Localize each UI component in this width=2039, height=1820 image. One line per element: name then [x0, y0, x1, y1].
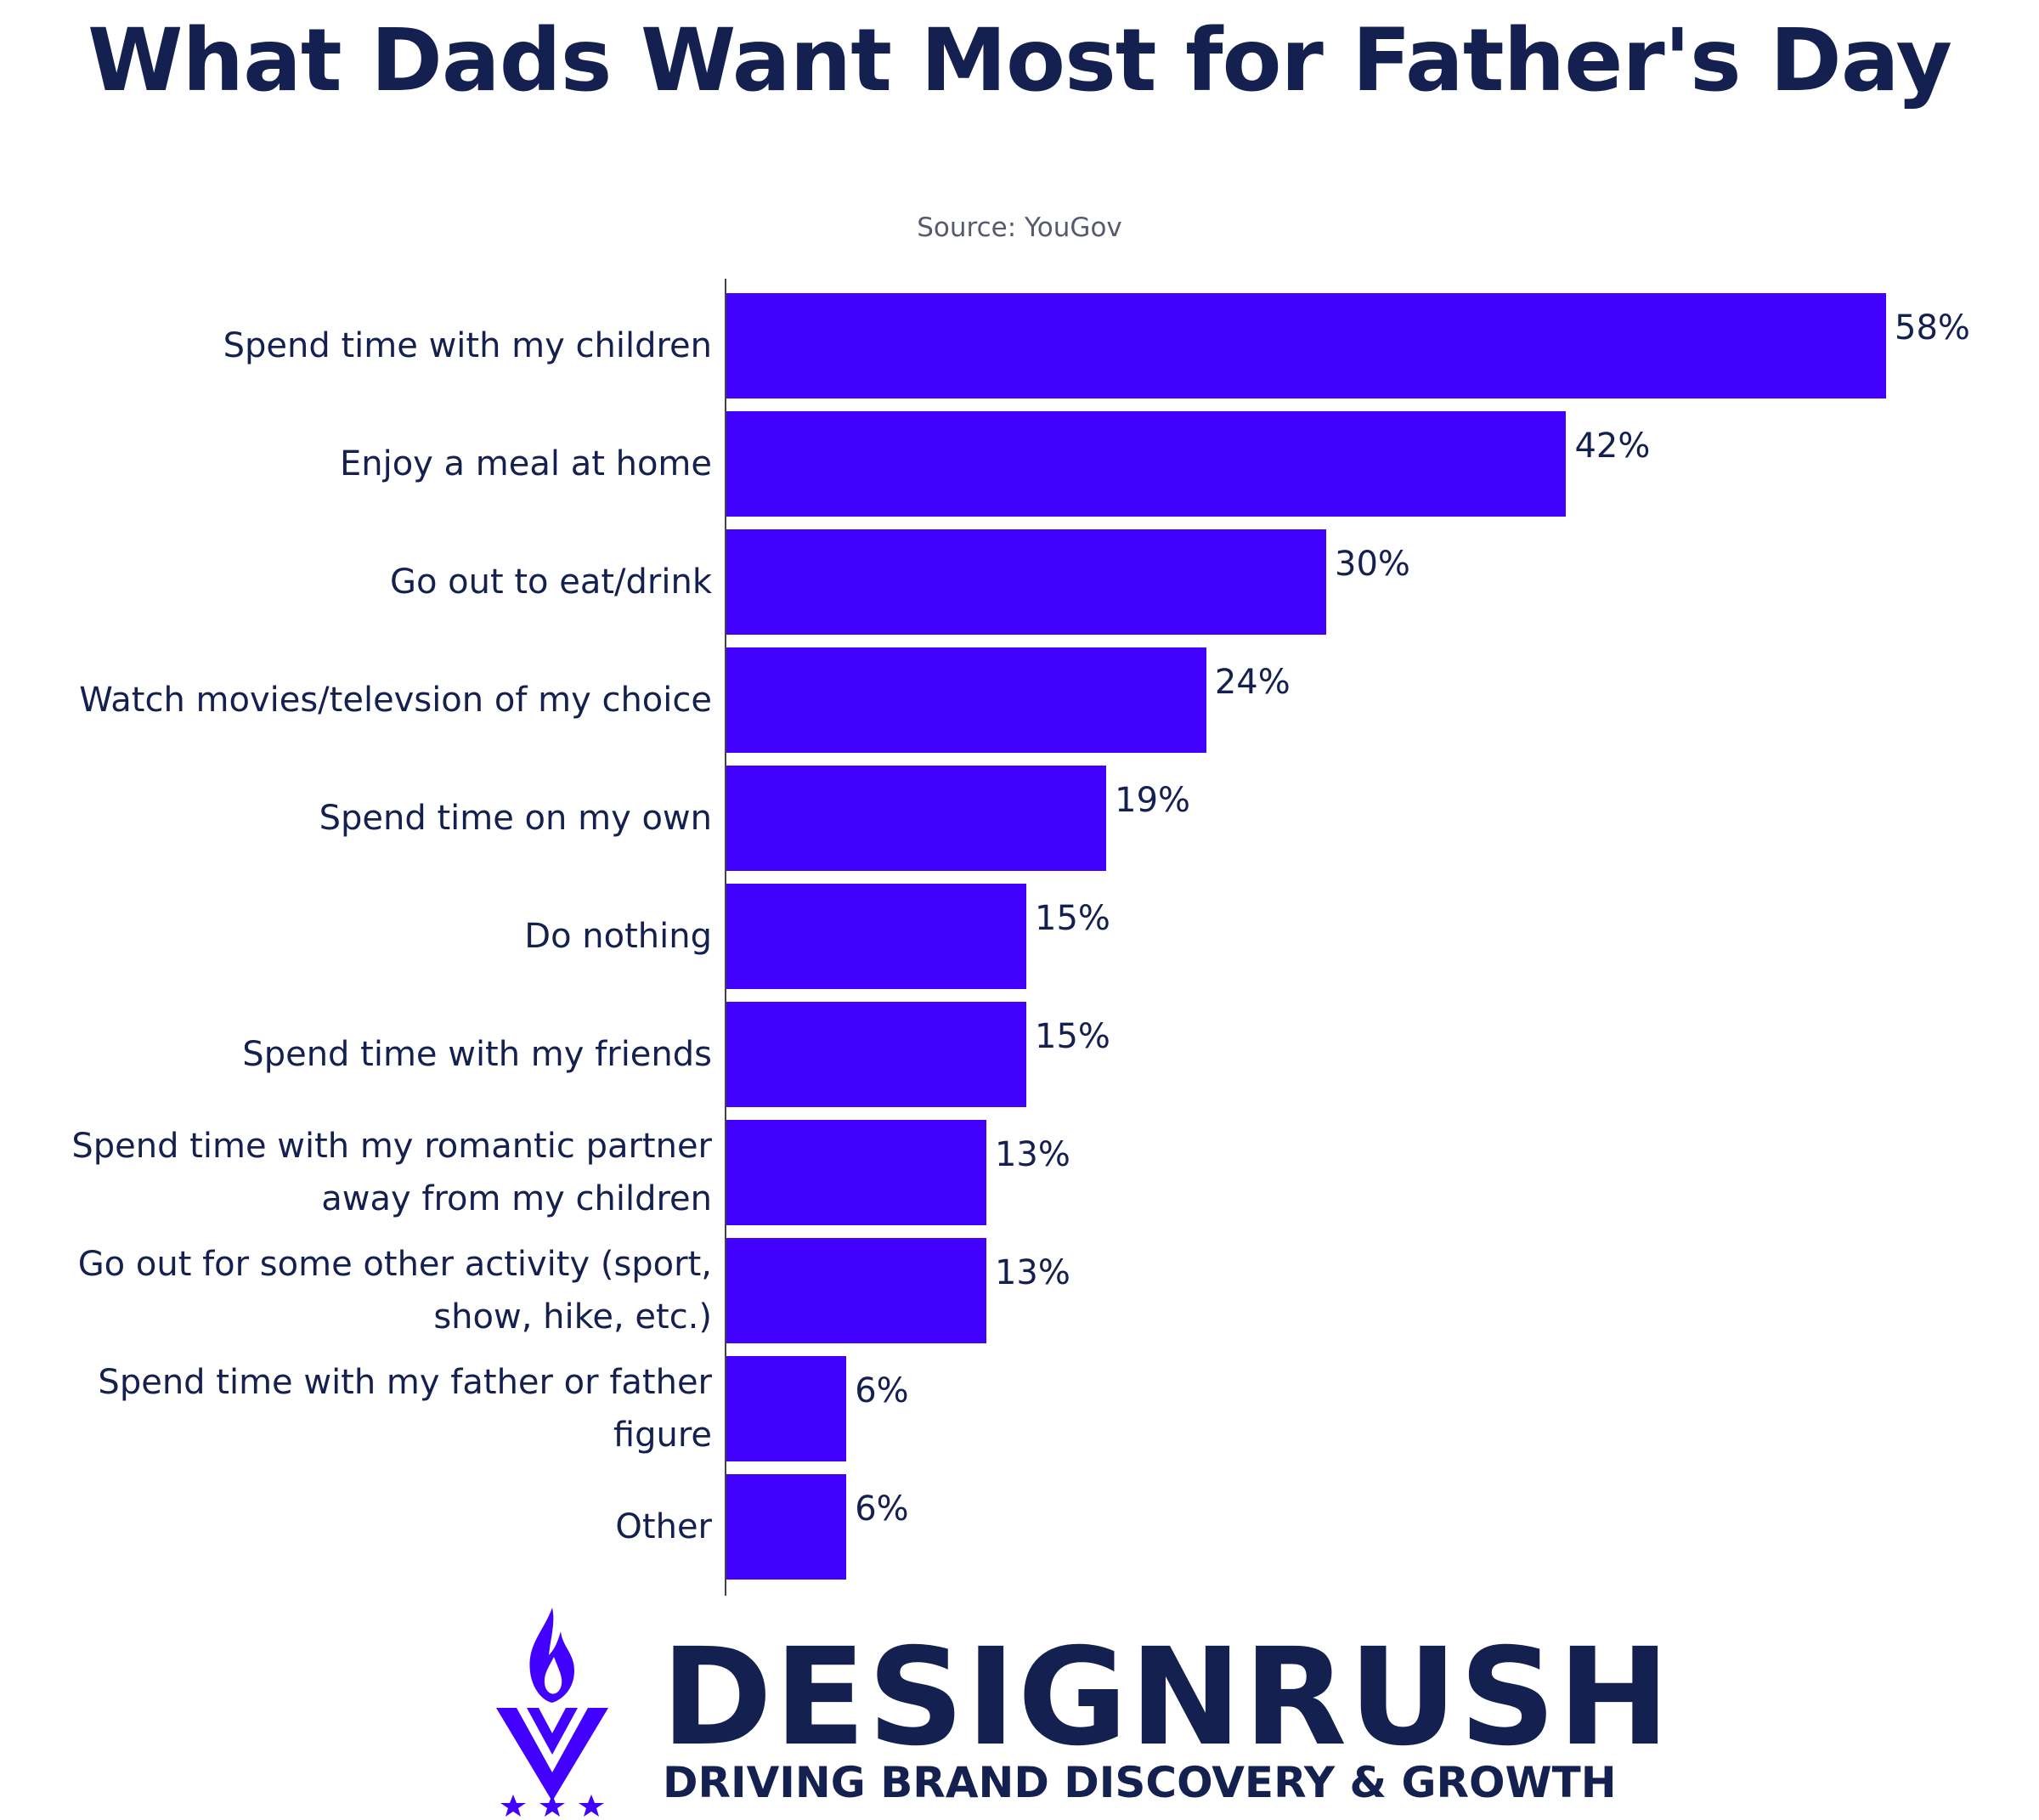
y-axis-line — [725, 279, 726, 1596]
category-label: Go out for some other activity (sport, s… — [77, 1245, 712, 1337]
value-label: 15% — [1035, 1016, 1110, 1056]
category-label: Enjoy a meal at home — [339, 444, 712, 483]
category-label: Spend time on my own — [319, 799, 712, 838]
category-label: Do nothing — [524, 917, 712, 956]
bar — [726, 1474, 847, 1580]
brand-name: DESIGNRUSH — [661, 1619, 1672, 1776]
bar — [726, 647, 1206, 753]
brand-tagline: DRIVING BRAND DISCOVERY & GROWTH — [663, 1758, 1617, 1807]
bar — [726, 884, 1027, 989]
bar — [726, 1356, 847, 1461]
bar — [726, 1120, 986, 1225]
category-label: Watch movies/televsion of my choice — [79, 681, 712, 720]
category-label: Other — [615, 1507, 712, 1546]
bar — [726, 1002, 1027, 1107]
category-label: Spend time with my father or father figu… — [98, 1363, 712, 1455]
bar — [726, 766, 1107, 871]
category-label: Spend time with my friends — [242, 1035, 712, 1074]
value-label: 6% — [855, 1371, 909, 1410]
value-label: 6% — [855, 1489, 909, 1529]
value-label: 58% — [1895, 308, 1970, 348]
value-label: 19% — [1115, 780, 1191, 820]
category-label: Spend time with my romantic partner away… — [71, 1127, 712, 1218]
value-label: 42% — [1574, 426, 1651, 466]
value-label: 30% — [1335, 544, 1410, 584]
value-label: 15% — [1035, 898, 1110, 938]
chart-title: What Dads Want Most for Father's Day — [87, 10, 1952, 111]
rating-stars-icon — [500, 1795, 604, 1817]
category-label: Go out to eat/drink — [389, 562, 712, 602]
flame-v-emblem-icon — [496, 1608, 608, 1801]
value-label: 13% — [994, 1252, 1070, 1292]
bar — [726, 529, 1327, 635]
value-label: 13% — [994, 1134, 1070, 1174]
bar — [726, 293, 1886, 398]
chart-subtitle: Source: YouGov — [917, 212, 1122, 243]
category-label: Spend time with my children — [223, 326, 712, 365]
bar — [726, 411, 1567, 517]
bar — [726, 1238, 986, 1343]
value-label: 24% — [1214, 662, 1291, 702]
designrush-logo — [496, 1608, 608, 1817]
